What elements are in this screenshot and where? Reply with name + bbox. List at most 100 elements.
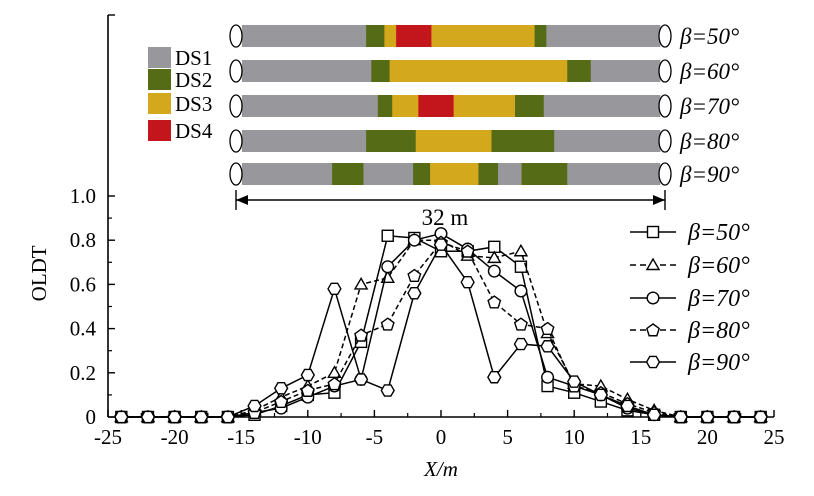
data-point: [380, 317, 395, 331]
legend-label: β=80°: [687, 318, 750, 344]
strip-segment-ds4: [418, 95, 455, 117]
y-tick-label: 0.6: [70, 272, 96, 296]
data-point: [274, 394, 289, 408]
series-line: [121, 232, 761, 418]
data-point: [114, 410, 129, 424]
legend-label: β=60°: [687, 253, 750, 279]
legend-label: β=50°: [687, 220, 750, 246]
series-line: [121, 239, 761, 418]
axes: -25 -20 -15 -10 -5 0 5 10 15 20 25 0 0.2 0.4 0.6 0.8 1.0…: [27, 14, 785, 481]
strip-end-cap-left: [229, 94, 243, 118]
strip-segment-ds1: [242, 95, 379, 117]
legend-marker: [646, 225, 660, 239]
x-tick-label: -20: [161, 425, 189, 449]
strip-end-cap-right: [658, 94, 672, 118]
data-point: [513, 317, 528, 331]
strip-segment-ds2: [567, 60, 592, 82]
data-point: [354, 328, 369, 342]
strip-end-cap-right: [658, 24, 672, 48]
x-axis-title: X/m: [423, 457, 458, 481]
strip-segment-ds1: [242, 25, 367, 47]
data-point: [620, 399, 635, 413]
series-2: [114, 232, 768, 423]
data-point: [673, 410, 688, 424]
damage-strip-row: β=60°: [229, 59, 739, 84]
x-tick-label: -10: [294, 425, 322, 449]
strip-segment-ds1: [546, 25, 661, 47]
x-tick-label: 15: [630, 425, 651, 449]
strip-segment-ds3: [430, 163, 479, 185]
data-point: [194, 410, 209, 424]
data-point: [327, 282, 342, 296]
x-tick-label: 0: [436, 425, 447, 449]
data-point: [407, 287, 422, 300]
data-point: [726, 410, 742, 424]
series-line: [121, 234, 761, 418]
data-point: [513, 243, 529, 257]
damage-strip-row: β=80°: [229, 129, 739, 154]
legend-marker: [645, 355, 661, 369]
strip-segment-ds1: [590, 60, 661, 82]
strip-segment-ds1: [242, 163, 333, 185]
data-point: [566, 375, 582, 388]
strip-segment-ds2: [366, 25, 385, 47]
strip-segment-ds2: [366, 130, 417, 152]
strip-end-cap-right: [658, 162, 672, 186]
damage-strip-row: β=90°: [229, 162, 739, 187]
data-point: [433, 238, 449, 251]
ds-legend-label: DS4: [175, 119, 213, 143]
strip-segment-ds2: [332, 163, 364, 185]
data-point: [407, 233, 421, 247]
y-tick-label: 0.4: [70, 317, 97, 341]
data-point: [460, 275, 475, 289]
strip-segment-ds1: [543, 95, 661, 117]
series-5: [114, 238, 768, 424]
y-axis-title: OLDT: [27, 245, 51, 301]
damage-strip-row: β=50°: [229, 24, 739, 49]
data-point: [353, 276, 369, 290]
strip-segment-ds2: [521, 163, 568, 185]
legend-marker: [645, 257, 661, 271]
strip-segment-ds2: [377, 95, 393, 117]
strip-segment-ds2: [534, 25, 547, 47]
strip-segment-ds4: [396, 25, 432, 47]
data-point: [487, 295, 502, 309]
data-point: [407, 268, 422, 283]
strip-row-label: β=90°: [679, 162, 739, 187]
ds-legend-label: DS3: [175, 92, 212, 116]
data-point: [753, 410, 768, 424]
strip-end-cap-left: [229, 162, 243, 186]
x-tick-label: 25: [764, 425, 785, 449]
strip-row-label: β=70°: [679, 94, 739, 119]
series-lines: [114, 227, 768, 424]
data-point: [300, 368, 316, 382]
ds-legend-swatch: [148, 47, 171, 68]
damage-strip-row: β=70°: [229, 94, 739, 119]
legend-label: β=90°: [687, 350, 750, 376]
ds-legend-label: DS1: [175, 46, 212, 70]
y-tick-label: 0.8: [70, 228, 96, 252]
dimension-label: 32 m: [422, 205, 469, 230]
data-point: [514, 284, 528, 298]
data-point: [353, 373, 369, 386]
data-point: [700, 410, 715, 424]
data-point: [327, 376, 342, 391]
strip-segment-ds2: [413, 163, 431, 185]
strip-segment-ds1: [498, 163, 522, 185]
strip-segment-ds2: [515, 95, 545, 117]
strip-segment-ds3: [415, 130, 492, 152]
strip-segment-ds2: [491, 130, 555, 152]
data-point: [540, 340, 555, 353]
data-point: [513, 337, 529, 351]
data-point: [300, 383, 315, 397]
ds-legend-label: DS2: [175, 68, 212, 92]
data-point: [460, 244, 475, 258]
y-tick-label: 0: [86, 405, 97, 429]
y-tick-label: 0.2: [70, 361, 96, 385]
ds-legend-swatch: [148, 120, 171, 141]
x-tick-label: 20: [697, 425, 718, 449]
legend-marker: [646, 291, 660, 305]
strip-segment-ds3: [389, 60, 568, 82]
strip-row-label: β=60°: [679, 59, 739, 84]
